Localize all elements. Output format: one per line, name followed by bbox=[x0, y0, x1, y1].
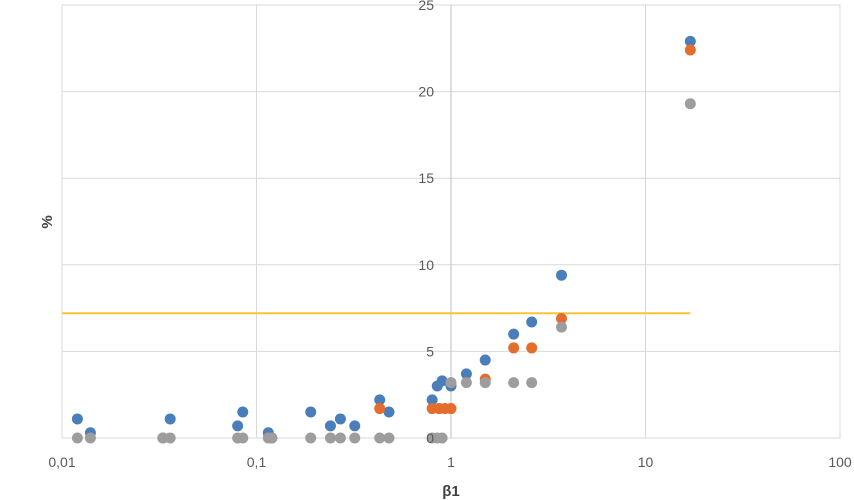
series-2-point-7 bbox=[266, 432, 278, 444]
series-2-point-10 bbox=[334, 432, 346, 444]
series-1-point-9 bbox=[684, 44, 696, 56]
series-2-point-13 bbox=[383, 432, 395, 444]
series-2-point-11 bbox=[349, 432, 361, 444]
series-0-point-16 bbox=[436, 375, 448, 387]
series-0-point-20 bbox=[508, 328, 520, 340]
series-2-point-21 bbox=[526, 377, 538, 389]
series-2-point-0 bbox=[71, 432, 83, 444]
series-2-point-9 bbox=[324, 432, 336, 444]
series-2-point-22 bbox=[556, 321, 568, 333]
y-axis-title: % bbox=[39, 215, 56, 228]
series-2-point-23 bbox=[684, 98, 696, 110]
gridlines bbox=[61, 4, 841, 439]
y-tick-label-0: 0 bbox=[426, 430, 434, 446]
x-tick-label-3: 10 bbox=[638, 454, 654, 470]
series-1-point-6 bbox=[508, 342, 520, 354]
y-tick-label-4: 20 bbox=[418, 84, 434, 100]
y-tick-label-3: 15 bbox=[418, 170, 434, 186]
series-2-point-18 bbox=[460, 377, 472, 389]
series-1-point-0 bbox=[374, 403, 386, 415]
series-0-point-3 bbox=[164, 413, 176, 425]
x-tick-label-4: 100 bbox=[828, 454, 852, 470]
y-tick-label-2: 10 bbox=[418, 257, 434, 273]
series-0-point-12 bbox=[374, 394, 386, 406]
series-0-point-19 bbox=[479, 354, 491, 366]
x-axis-title: β1 bbox=[442, 483, 460, 500]
series-2-point-1 bbox=[84, 432, 96, 444]
series-0-point-5 bbox=[237, 406, 249, 418]
series-2-point-5 bbox=[237, 432, 249, 444]
series-2-point-19 bbox=[479, 377, 491, 389]
series-2-point-17 bbox=[445, 377, 457, 389]
series-0-point-0 bbox=[71, 413, 83, 425]
series-0-point-4 bbox=[232, 420, 244, 432]
x-tick-label-2: 1 bbox=[447, 454, 455, 470]
series-1-point-4 bbox=[445, 403, 457, 415]
y-tick-label-1: 5 bbox=[426, 343, 434, 359]
series-0-point-23 bbox=[684, 35, 696, 47]
series-0-point-18 bbox=[460, 368, 472, 380]
series-0-point-22 bbox=[556, 269, 568, 281]
series-0-point-21 bbox=[526, 316, 538, 328]
series-0-point-9 bbox=[324, 420, 336, 432]
y-tick-label-5: 25 bbox=[418, 0, 434, 13]
series-2-point-3 bbox=[164, 432, 176, 444]
series-2-point-8 bbox=[305, 432, 317, 444]
data-points bbox=[71, 35, 696, 444]
series-0-point-10 bbox=[334, 413, 346, 425]
x-tick-label-1: 0,1 bbox=[247, 454, 267, 470]
series-1-point-7 bbox=[526, 342, 538, 354]
y-tick-labels: 0 5 10 15 20 25 bbox=[418, 0, 434, 446]
series-2-point-20 bbox=[508, 377, 520, 389]
x-tick-labels: 0,01 0,1 1 10 100 bbox=[48, 454, 852, 470]
series-2-point-16 bbox=[436, 432, 448, 444]
series-0-point-8 bbox=[305, 406, 317, 418]
series-1-point-8 bbox=[556, 312, 568, 324]
series-0-point-14 bbox=[426, 394, 438, 406]
x-tick-label-0: 0,01 bbox=[48, 454, 75, 470]
series-2-point-12 bbox=[374, 432, 386, 444]
series-0-point-13 bbox=[383, 406, 395, 418]
series-0-point-11 bbox=[349, 420, 361, 432]
